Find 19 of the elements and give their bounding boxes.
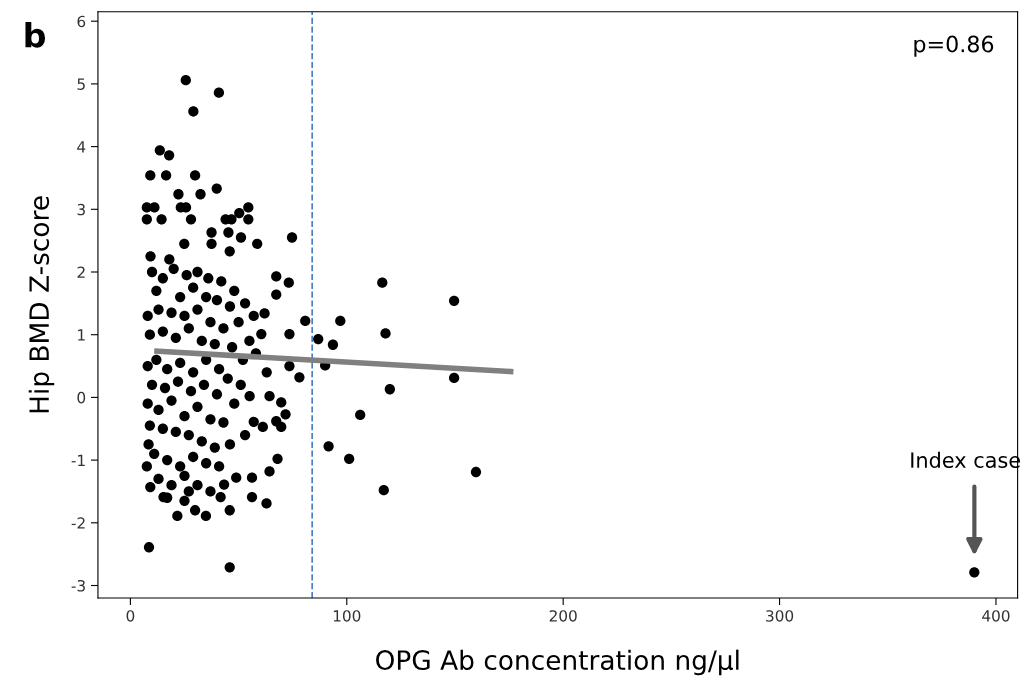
- y-tick-label: 6: [77, 15, 86, 28]
- x-tick-label: 400: [982, 610, 1010, 622]
- y-tick-label: -2: [71, 517, 85, 529]
- annotation: p=0.86: [914, 35, 994, 57]
- y-tick-label: 1: [78, 329, 85, 341]
- y-tick-label: 2: [77, 266, 85, 278]
- y-axis-title: Hip BMD Z-score: [28, 196, 55, 413]
- x-tick-label: 300: [766, 610, 794, 622]
- x-tick-label: 200: [549, 610, 577, 622]
- x-tick-label: 0: [126, 610, 135, 622]
- y-tick-label: 5: [77, 78, 85, 90]
- x-tick-label: 100: [333, 610, 361, 622]
- y-tick-label: 0: [77, 391, 86, 404]
- text: b: [25, 21, 46, 48]
- x-axis-title: OPG Ab concentration ng/µl: [376, 649, 739, 676]
- y-tick-label: 4: [77, 141, 86, 153]
- y-tick-label: 3: [77, 203, 85, 216]
- y-tick-label: -3: [71, 579, 85, 592]
- y-tick-label: -1: [71, 454, 85, 466]
